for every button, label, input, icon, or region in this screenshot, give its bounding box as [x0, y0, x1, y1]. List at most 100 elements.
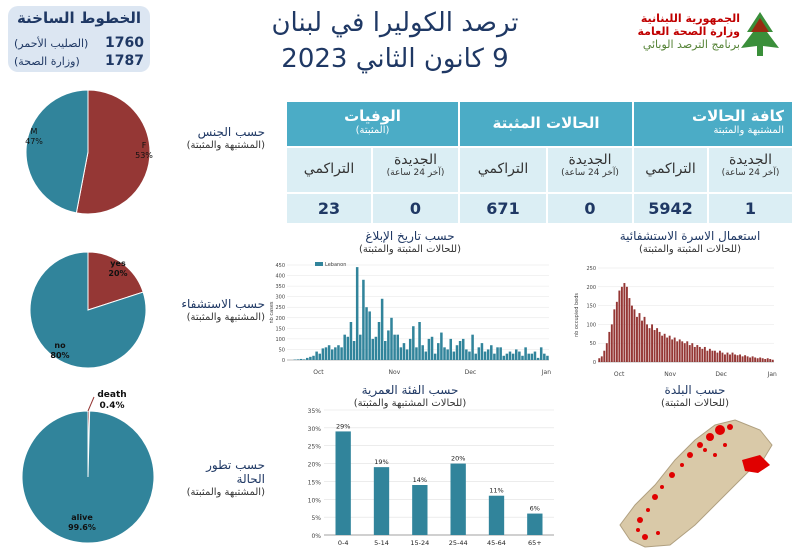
bar-45-64	[488, 495, 505, 535]
bar	[424, 351, 428, 360]
x-tick-label: 0-4	[338, 539, 349, 547]
outcome-label: حسب تطور الحالة (المشتبهة والمثبتة)	[170, 458, 265, 500]
hotline-number: 1787	[105, 53, 144, 69]
bar	[769, 358, 772, 362]
bar-value-label: 19%	[374, 458, 388, 466]
value-confirmed-new: 0	[548, 194, 632, 223]
hospital-label-sub: (المشتبهة والمثبتة)	[186, 312, 265, 323]
bar	[756, 358, 759, 362]
bar	[412, 326, 415, 360]
pie-slice-label: death	[97, 390, 126, 400]
bar	[610, 324, 613, 362]
hotlines-title: الخطوط الساخنة	[16, 9, 142, 27]
y-tick-label: 250	[586, 266, 596, 272]
cumulative-label: التراكمي	[645, 161, 696, 177]
bar	[355, 267, 359, 360]
report-date-bar-chart: 0 50 100 150 200 250 300 350 400 450 Oct Nov Dec Jan n…	[269, 262, 551, 376]
pie-value-label: 80%	[50, 351, 69, 360]
bar	[598, 358, 601, 362]
logo-line-3: برنامج الترصد الوبائي	[642, 38, 740, 51]
bar	[480, 343, 484, 360]
report-date-title-sub: (للحالات المثبتة والمثبتة)	[358, 244, 461, 255]
header-all-cases: كافة الحالات المشتبهة والمثبتة	[634, 102, 792, 146]
bar	[408, 338, 412, 360]
hospital-label: حسب الاستشفاء (المشتبهة والمثبتة)	[170, 297, 265, 325]
bar-value-label: 20%	[451, 455, 465, 463]
bar	[374, 336, 378, 360]
new-sub: (آخر 24 ساعة)	[721, 168, 780, 178]
bar	[306, 357, 309, 360]
hotline-row: 1760 (الصليب الأحمر)	[14, 34, 144, 52]
lebanon-map	[619, 419, 773, 548]
gender-label-main: حسب الجنس	[197, 125, 265, 139]
y-tick-label: 200	[275, 316, 285, 322]
bar	[683, 343, 686, 362]
gender-label-sub: (المشتبهة والمثبتة)	[186, 140, 265, 151]
bar	[296, 359, 300, 360]
bar	[533, 351, 537, 360]
y-tick-label: 0%	[311, 533, 321, 540]
pie-value-label: 53%	[135, 151, 153, 160]
hosp-beds-title-main: استعمال الاسرة الاستشفائية	[619, 229, 761, 243]
pie-slice-label: alive	[71, 513, 93, 522]
bar	[321, 348, 325, 360]
hosp-beds-title-sub: (للحالات المثبتة والمثبتة)	[638, 244, 741, 255]
bar	[749, 357, 752, 362]
bar	[751, 356, 754, 362]
bar	[455, 345, 459, 360]
y-tick-label: 50	[590, 341, 596, 347]
bar	[521, 355, 524, 360]
town-title-main: حسب البلدة	[664, 383, 726, 397]
outcome-label-main2: الحالة	[236, 472, 265, 486]
y-tick-label: 5%	[311, 515, 321, 522]
hospital-label-main: حسب الاستشفاء	[181, 297, 265, 311]
bar	[486, 349, 490, 360]
bar	[678, 339, 681, 362]
gender-pie-chart: F53% M47%	[25, 89, 153, 215]
y-tick-label: 10%	[308, 497, 322, 504]
y-tick-label: 200	[586, 285, 596, 291]
value-all-cumulative: 5942	[634, 194, 707, 223]
cumulative-label: التراكمي	[477, 161, 529, 177]
y-tick-label: 400	[275, 274, 285, 280]
bar	[721, 352, 724, 362]
x-tick-label: Nov	[664, 371, 676, 378]
bar	[518, 351, 521, 360]
x-tick-label: 45-64	[487, 539, 506, 547]
bar	[761, 358, 764, 362]
pie-slice-yes	[87, 252, 144, 311]
bar	[703, 346, 706, 362]
bar	[608, 331, 611, 362]
bar-5-14	[373, 467, 390, 535]
town-title-sub: (للحالات المثبتة)	[661, 398, 729, 409]
bar	[340, 347, 343, 360]
bar	[736, 355, 739, 362]
bar	[713, 350, 716, 362]
bar	[418, 322, 421, 360]
y-axis-label: nb cases	[269, 301, 275, 323]
bar	[646, 324, 648, 362]
bar	[613, 309, 616, 362]
pie-slice-M	[25, 89, 89, 214]
pie-value-label: 0.4%	[100, 401, 125, 411]
town-title: حسب البلدة (للحالات المثبتة)	[650, 383, 740, 411]
subheader-cumulative: التراكمي	[287, 148, 371, 192]
bar	[676, 341, 679, 362]
bar	[346, 336, 350, 360]
bar	[603, 350, 606, 362]
new-label: الجديدة	[393, 152, 438, 168]
bar	[324, 347, 328, 360]
header-confirmed-title: الحالات المثبتة	[492, 114, 600, 132]
x-tick-label: Oct	[614, 371, 625, 378]
bar	[449, 338, 453, 360]
x-tick-label: Oct	[313, 369, 324, 376]
bar	[527, 353, 530, 360]
bar-value-label: 11%	[489, 487, 503, 495]
bar	[318, 353, 322, 360]
y-tick-label: 100	[586, 322, 596, 328]
pie-value-label: 99.6%	[68, 523, 96, 532]
bar	[726, 352, 729, 362]
bar	[430, 336, 434, 360]
y-tick-label: 450	[275, 263, 285, 269]
hotline-number: 1760	[105, 35, 144, 51]
